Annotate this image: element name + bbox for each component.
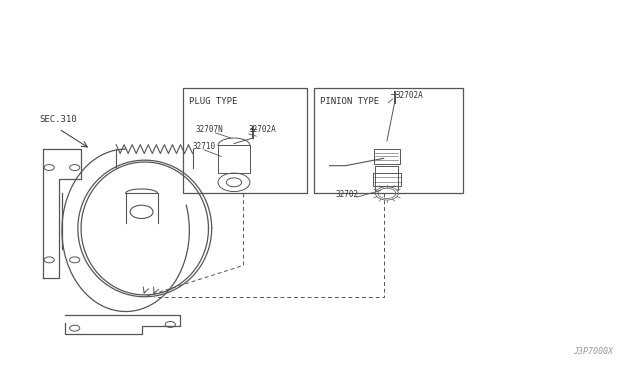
- Bar: [183, 88, 307, 193]
- Bar: [374, 149, 399, 164]
- Text: SEC.310: SEC.310: [40, 115, 77, 124]
- Text: 32707N: 32707N: [196, 125, 223, 134]
- Text: PLUG TYPE: PLUG TYPE: [189, 97, 237, 106]
- Text: 32702: 32702: [336, 190, 359, 199]
- Bar: [314, 88, 463, 193]
- Text: PINION TYPE: PINION TYPE: [320, 97, 379, 106]
- Text: 32710: 32710: [193, 142, 216, 151]
- Bar: [218, 145, 250, 173]
- Text: J3P7000X: J3P7000X: [573, 347, 613, 356]
- Text: 32702A: 32702A: [395, 92, 423, 100]
- FancyBboxPatch shape: [373, 173, 401, 186]
- Text: 32702A: 32702A: [248, 125, 276, 134]
